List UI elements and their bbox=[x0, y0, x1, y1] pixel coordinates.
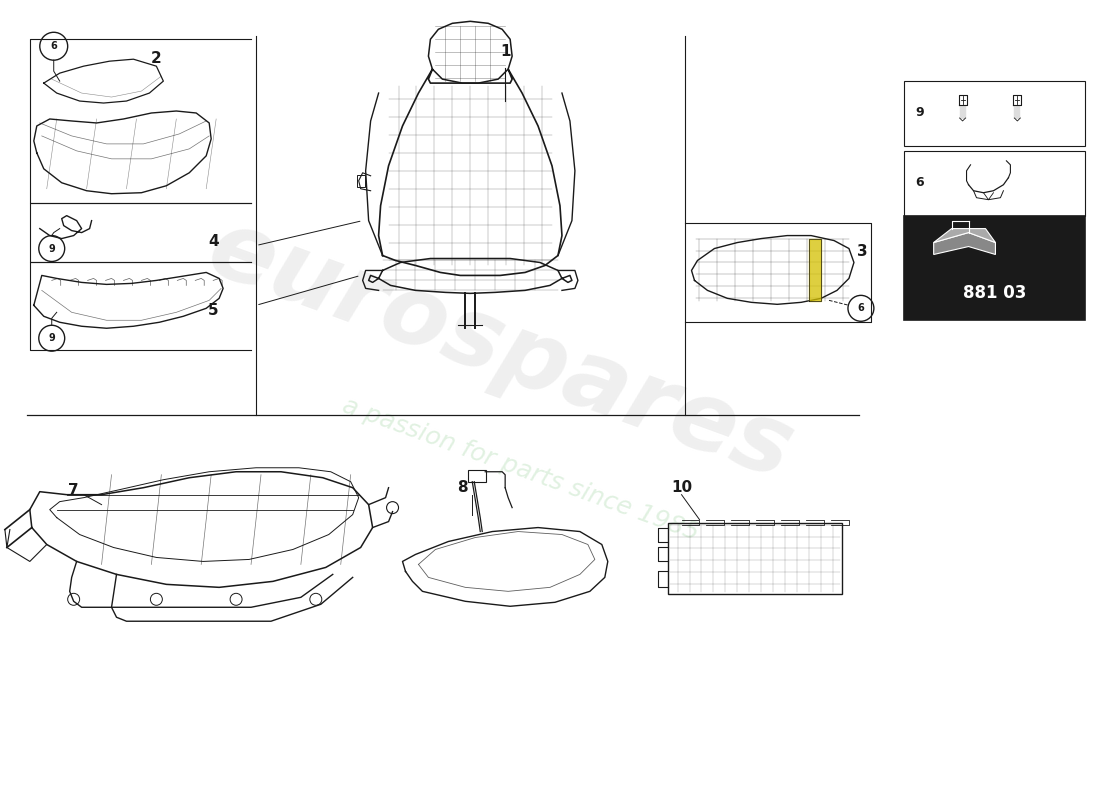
Text: 9: 9 bbox=[48, 334, 55, 343]
Bar bbox=[668, 522, 842, 594]
Bar bbox=[469, 470, 486, 482]
Text: 3: 3 bbox=[857, 243, 868, 258]
Bar bbox=[356, 174, 364, 186]
Text: a passion for parts since 1985: a passion for parts since 1985 bbox=[339, 394, 702, 546]
Polygon shape bbox=[934, 229, 996, 242]
Text: eurospares: eurospares bbox=[196, 202, 805, 499]
Text: 1: 1 bbox=[499, 44, 510, 59]
Text: 7: 7 bbox=[68, 482, 79, 498]
Polygon shape bbox=[934, 233, 996, 254]
Text: 6: 6 bbox=[858, 303, 865, 314]
Text: 881 03: 881 03 bbox=[962, 284, 1026, 302]
Text: 2: 2 bbox=[151, 51, 162, 66]
FancyBboxPatch shape bbox=[904, 216, 1085, 320]
Bar bbox=[904, 151, 1085, 216]
Text: 5: 5 bbox=[208, 303, 219, 318]
Text: 6: 6 bbox=[51, 42, 57, 51]
Text: 4: 4 bbox=[208, 234, 219, 249]
Text: 8: 8 bbox=[456, 480, 468, 494]
Text: 10: 10 bbox=[671, 480, 692, 494]
Text: 6: 6 bbox=[915, 176, 924, 190]
Text: 9: 9 bbox=[915, 106, 924, 119]
Bar bbox=[904, 81, 1085, 146]
Text: 9: 9 bbox=[48, 243, 55, 254]
Polygon shape bbox=[810, 238, 821, 302]
